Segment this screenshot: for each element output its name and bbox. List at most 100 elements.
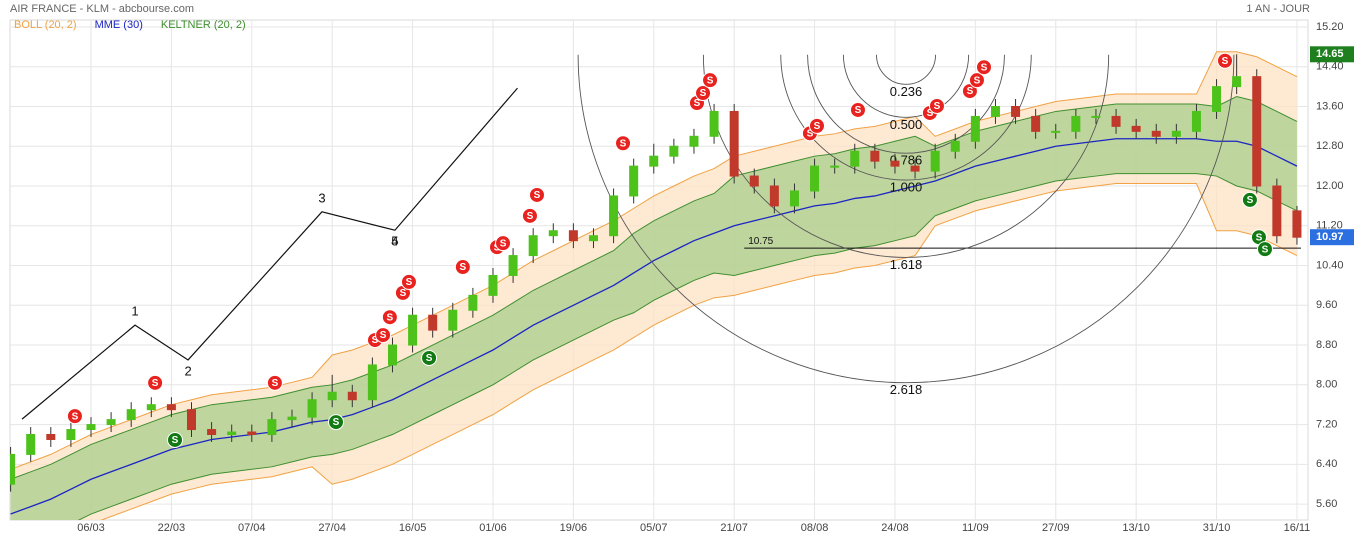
- signal-label: S: [172, 435, 179, 446]
- y-tick-label: 10.40: [1316, 259, 1344, 271]
- wave-label: 2: [184, 363, 191, 378]
- signal-label: S: [400, 288, 407, 299]
- signal-marker: [521, 207, 538, 224]
- signal-label: S: [1256, 232, 1263, 243]
- signal-marker: [421, 349, 438, 366]
- chart-title: AIR FRANCE - KLM - abcbourse.com: [10, 3, 194, 15]
- y-tick-label: 13.60: [1316, 100, 1344, 112]
- signal-marker: [375, 327, 392, 344]
- y-tick-label: 6.40: [1316, 458, 1337, 470]
- candle-body: [669, 145, 679, 157]
- signal-label: S: [152, 378, 159, 389]
- y-tick-label: 12.80: [1316, 140, 1344, 152]
- candle-body: [1051, 130, 1061, 133]
- candle-body: [1031, 115, 1041, 132]
- candle-body: [749, 175, 759, 187]
- signal-marker: [495, 235, 512, 252]
- x-tick-label: 07/04: [238, 522, 266, 534]
- candle-body: [528, 235, 538, 257]
- candle-body: [1071, 115, 1081, 132]
- signal-marker: [968, 72, 985, 89]
- signal-label: S: [694, 98, 701, 109]
- candle-body: [508, 255, 518, 276]
- candle-body: [267, 419, 277, 436]
- signal-marker: [400, 273, 417, 290]
- candle-body: [1232, 76, 1242, 88]
- signal-marker: [266, 374, 283, 391]
- candle-body: [810, 165, 820, 192]
- candle-body: [709, 110, 719, 137]
- candle-body: [367, 364, 377, 401]
- signal-marker: [1256, 241, 1273, 258]
- fib-label: 1.618: [890, 257, 923, 272]
- signal-marker: [695, 85, 712, 102]
- signal-label: S: [272, 378, 279, 389]
- y-tick-label: 14.40: [1316, 61, 1344, 73]
- candle-body: [890, 160, 900, 167]
- y-tick-label: 5.60: [1316, 498, 1337, 510]
- x-tick-label: 31/10: [1203, 522, 1231, 534]
- x-tick-label: 21/07: [720, 522, 748, 534]
- candle-body: [227, 431, 237, 436]
- signal-label: S: [981, 62, 988, 73]
- candle-body: [629, 165, 639, 197]
- x-tick-label: 16/05: [399, 522, 427, 534]
- candle-body: [1091, 115, 1101, 118]
- candle-body: [830, 165, 840, 168]
- x-tick-label: 08/08: [801, 522, 829, 534]
- band-upper: [10, 51, 1298, 470]
- candle-body: [689, 135, 699, 147]
- wave-label: 4: [391, 234, 398, 249]
- signal-label: S: [855, 105, 862, 116]
- signal-label: S: [807, 128, 814, 139]
- fib-label: 0.500: [890, 117, 923, 132]
- candle-body: [588, 235, 598, 242]
- candle-body: [990, 105, 1000, 117]
- y-tick-label: 11.20: [1316, 220, 1343, 232]
- signal-marker: [528, 186, 545, 203]
- candle-body: [1111, 115, 1121, 127]
- candle-body: [428, 314, 438, 331]
- x-tick-label: 16/11: [1284, 522, 1311, 534]
- price-tag: [1310, 229, 1354, 246]
- signal-label: S: [387, 312, 394, 323]
- x-tick-label: 22/03: [158, 522, 186, 534]
- fib-label: 1.000: [890, 179, 923, 194]
- candle-body: [609, 195, 619, 237]
- candle-body: [910, 165, 920, 172]
- candle-body: [649, 155, 659, 167]
- legend-entry: BOLL (20, 2): [14, 19, 77, 31]
- signal-marker: [381, 309, 398, 326]
- x-tick-label: 06/03: [77, 522, 105, 534]
- candle-body: [207, 429, 217, 436]
- signal-marker: [454, 259, 471, 276]
- signal-label: S: [707, 75, 714, 86]
- candle-body: [327, 391, 337, 401]
- signal-marker: [167, 431, 184, 448]
- x-tick-label: 24/08: [881, 522, 909, 534]
- candle-body: [548, 230, 558, 237]
- legend-entry: MME (30): [95, 19, 143, 31]
- wave-label: 5: [391, 234, 398, 249]
- signal-label: S: [372, 335, 379, 346]
- wave-label: 1: [131, 304, 138, 319]
- candle-body: [287, 416, 297, 421]
- candle-body: [1131, 125, 1141, 132]
- candle-body: [307, 399, 317, 418]
- signal-label: S: [1247, 195, 1254, 206]
- candle-body: [769, 185, 779, 207]
- candle-body: [10, 453, 16, 485]
- candle-body: [387, 344, 397, 366]
- elliott-wave: [21, 87, 518, 420]
- y-tick-label: 12.00: [1316, 180, 1344, 192]
- candle-body: [1212, 86, 1222, 112]
- candle-body: [488, 274, 498, 296]
- wave-label: 3: [318, 190, 325, 205]
- fib-label: 0.236: [890, 84, 923, 99]
- candle-body: [1191, 110, 1201, 132]
- signal-label: S: [1262, 244, 1269, 255]
- price-tag: [1310, 46, 1354, 63]
- signal-label: S: [700, 88, 707, 99]
- signal-label: S: [333, 417, 340, 428]
- candle-body: [1151, 130, 1161, 137]
